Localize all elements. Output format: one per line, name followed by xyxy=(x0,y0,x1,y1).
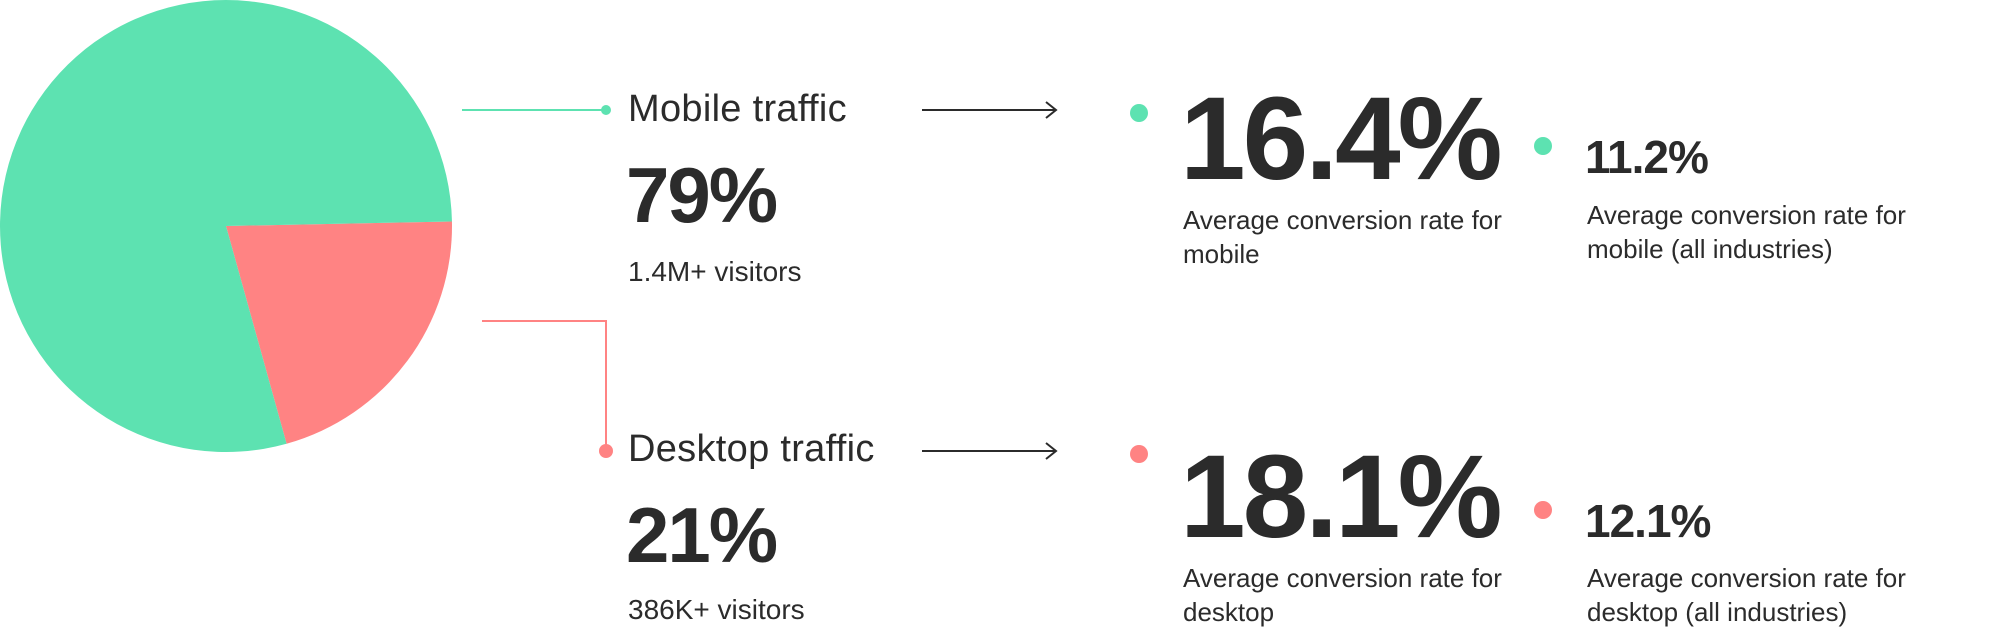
mobile-conversion-rate: 16.4% xyxy=(1180,73,1503,205)
mobile-arrow xyxy=(922,101,1058,119)
desktop-conversion-desc: Average conversion rate for desktop xyxy=(1183,563,1502,627)
mobile-conversion-desc: Average conversion rate for mobile xyxy=(1183,205,1502,269)
desktop-industry-desc: Average conversion rate for desktop (all… xyxy=(1587,563,1906,627)
mobile-industry-rate: 11.2% xyxy=(1585,131,1709,183)
desktop-industry-dot xyxy=(1534,501,1552,519)
desktop-connector-dot xyxy=(599,444,613,458)
desktop-traffic-share: 21% xyxy=(626,491,778,579)
desktop-visitors: 386K+ visitors xyxy=(628,594,805,625)
mobile-industry-dot xyxy=(1534,137,1552,155)
mobile-rate-dot xyxy=(1130,104,1148,122)
mobile-connector-dot xyxy=(601,105,611,115)
desktop-rate-dot xyxy=(1130,445,1148,463)
mobile-traffic-title: Mobile traffic xyxy=(628,88,847,130)
mobile-visitors: 1.4M+ visitors xyxy=(628,256,802,287)
desktop-industry-rate: 12.1% xyxy=(1585,495,1711,547)
connector-lines xyxy=(462,101,1058,460)
pie-slice-mobile-traffic xyxy=(0,0,452,452)
mobile-traffic-share: 79% xyxy=(626,151,778,239)
mobile-industry-desc: Average conversion rate for mobile (all … xyxy=(1587,200,1906,264)
traffic-pie-chart xyxy=(0,0,452,452)
pie-slice-desktop-traffic xyxy=(226,221,452,444)
desktop-connector-line xyxy=(482,320,607,451)
desktop-conversion-rate: 18.1% xyxy=(1180,431,1503,563)
desktop-traffic-title: Desktop traffic xyxy=(628,428,875,470)
desktop-arrow xyxy=(922,442,1058,460)
